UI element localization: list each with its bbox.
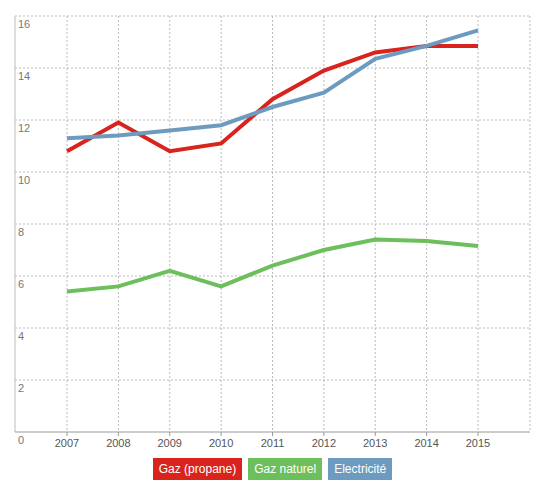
x-tick xyxy=(478,432,479,436)
x-tick-label: 2015 xyxy=(466,437,490,449)
x-grid-line xyxy=(426,16,427,432)
x-tick-label: 2014 xyxy=(414,437,438,449)
series-line xyxy=(67,30,478,138)
y-tick-label: 0 xyxy=(18,434,24,446)
y-tick-label: 2 xyxy=(18,382,24,394)
x-tick xyxy=(323,432,324,436)
series-line xyxy=(67,240,478,292)
x-grid-line xyxy=(118,16,119,432)
x-tick-label: 2007 xyxy=(55,437,79,449)
x-grid-line xyxy=(272,16,273,432)
x-tick-label: 2013 xyxy=(363,437,387,449)
x-grid-line xyxy=(323,16,324,432)
x-grid-line xyxy=(375,16,376,432)
plot-area xyxy=(67,30,478,291)
y-tick-label: 8 xyxy=(18,226,24,238)
y-tick-label: 12 xyxy=(18,122,30,134)
x-tick-label: 2010 xyxy=(209,437,233,449)
x-tick xyxy=(272,432,273,436)
x-tick-label: 2009 xyxy=(158,437,182,449)
x-tick xyxy=(426,432,427,436)
x-tick-label: 2008 xyxy=(106,437,130,449)
legend: Gaz (propane) Gaz naturel Electricité xyxy=(0,458,545,480)
x-grid-line xyxy=(67,16,68,432)
y-tick-label: 16 xyxy=(18,18,30,30)
x-tick xyxy=(375,432,376,436)
x-tick xyxy=(221,432,222,436)
y-tick-label: 10 xyxy=(18,174,30,186)
legend-item[interactable]: Gaz naturel xyxy=(248,458,322,480)
legend-item[interactable]: Electricité xyxy=(328,458,392,480)
x-tick xyxy=(169,432,170,436)
y-tick-label: 14 xyxy=(18,70,30,82)
x-tick-label: 2011 xyxy=(261,437,285,449)
x-tick xyxy=(67,432,68,436)
x-grid-line xyxy=(478,16,479,432)
y-tick-label: 6 xyxy=(18,278,24,290)
x-grid-line xyxy=(221,16,222,432)
y-tick-label: 4 xyxy=(18,330,24,342)
legend-item[interactable]: Gaz (propane) xyxy=(153,458,242,480)
x-grid-line xyxy=(169,16,170,432)
x-tick xyxy=(118,432,119,436)
x-tick-label: 2012 xyxy=(312,437,336,449)
chart: 0 2 4 6 8 10 12 14 16 2007 2008 2009 2010 2011 2012 201… xyxy=(0,0,545,458)
